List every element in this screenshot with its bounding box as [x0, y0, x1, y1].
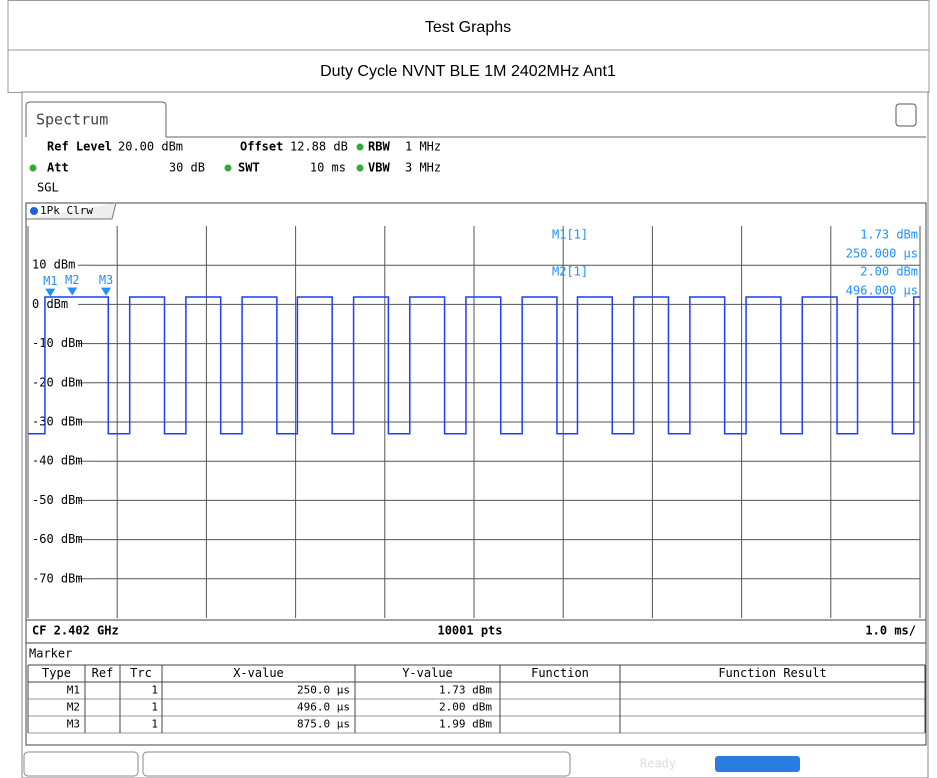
readout-name: M1[1]: [552, 228, 588, 242]
marker: [101, 287, 112, 296]
y-tick-label: -30 dBm: [32, 415, 83, 429]
menu-icon[interactable]: [895, 103, 917, 127]
readout-value: 2.00 dBm: [860, 265, 918, 279]
marker-table-frame: [25, 642, 927, 746]
marker-table-title: Marker: [29, 647, 72, 661]
cell: 1: [151, 701, 158, 714]
cell: 1.73 dBm: [439, 684, 492, 697]
setting-value: 20.00 dBm: [118, 140, 183, 154]
setting-label: VBW: [368, 161, 390, 175]
trace: [28, 296, 920, 435]
cell: 1: [151, 718, 158, 731]
readout-name: M2[1]: [552, 265, 588, 279]
y-tick-label: -60 dBm: [32, 532, 83, 546]
cell: 1.99 dBm: [439, 718, 492, 731]
setting-value: 1 MHz: [405, 140, 441, 154]
title: Test Graphs: [425, 19, 511, 36]
tab[interactable]: [25, 101, 167, 137]
indicator: [356, 164, 364, 172]
progress-bar: [715, 756, 800, 772]
readout-position: 250.000 µs: [846, 247, 918, 261]
indicator: [224, 164, 232, 172]
marker: [45, 288, 56, 297]
y-tick-label: -10 dBm: [32, 336, 83, 350]
indicator: [356, 143, 364, 151]
diagram-frame: [25, 202, 927, 644]
cell: 250.0 µs: [297, 684, 350, 697]
status: Ready: [640, 757, 676, 771]
indicator: [29, 164, 37, 172]
points: 10001 pts: [437, 624, 502, 638]
cell: M2: [67, 701, 80, 714]
trace-dot: [30, 207, 38, 215]
setting-label: Offset: [240, 140, 283, 154]
marker-label: M2: [65, 273, 79, 287]
cell: M1: [67, 684, 80, 697]
column-header: X-value: [233, 666, 284, 680]
column-header: Type: [42, 666, 71, 680]
column-header: Trc: [130, 666, 152, 680]
column-header: Ref: [92, 666, 114, 680]
y-tick-label: -50 dBm: [32, 493, 83, 507]
y-tick-label: 0 dBm: [32, 297, 68, 311]
setting-label: Att: [47, 161, 69, 175]
setting-value: 3 MHz: [405, 161, 441, 175]
status-box: [23, 751, 139, 777]
setting-label: RBW: [368, 140, 390, 154]
y-tick-label: -40 dBm: [32, 454, 83, 468]
y-tick-label: 10 dBm: [32, 258, 75, 272]
setting-label: SWT: [238, 161, 260, 175]
cell: 875.0 µs: [297, 718, 350, 731]
cell: 2.00 dBm: [439, 701, 492, 714]
subtitle: Duty Cycle NVNT BLE 1M 2402MHz Ant1: [320, 63, 616, 80]
column-header: Y-value: [402, 666, 453, 680]
status-box: [142, 751, 571, 777]
setting-value: 30 dB: [169, 161, 205, 175]
cell: 1: [151, 684, 158, 697]
marker: [67, 287, 78, 296]
cell: M3: [67, 718, 80, 731]
cell: 496.0 µs: [297, 701, 350, 714]
trace-tab: [26, 202, 117, 220]
setting-label: Ref Level: [47, 140, 112, 154]
marker-label: M1: [43, 274, 57, 288]
trace-label: 1Pk Clrw: [40, 204, 93, 217]
marker-label: M3: [99, 273, 113, 287]
tab-label[interactable]: Spectrum: [36, 111, 108, 129]
y-tick-label: -20 dBm: [32, 375, 83, 389]
center-frequency: CF 2.402 GHz: [32, 624, 119, 638]
mode: SGL: [37, 181, 59, 195]
setting-value: 10 ms: [310, 161, 346, 175]
setting-value: 12.88 dB: [290, 140, 348, 154]
readout-value: 1.73 dBm: [860, 228, 918, 242]
readout-position: 496.000 µs: [846, 284, 918, 298]
column-header: Function Result: [718, 666, 826, 680]
column-header: Function: [531, 666, 589, 680]
scale: 1.0 ms/: [865, 624, 916, 638]
header-box: [7, 0, 930, 93]
y-tick-label: -70 dBm: [32, 571, 83, 585]
